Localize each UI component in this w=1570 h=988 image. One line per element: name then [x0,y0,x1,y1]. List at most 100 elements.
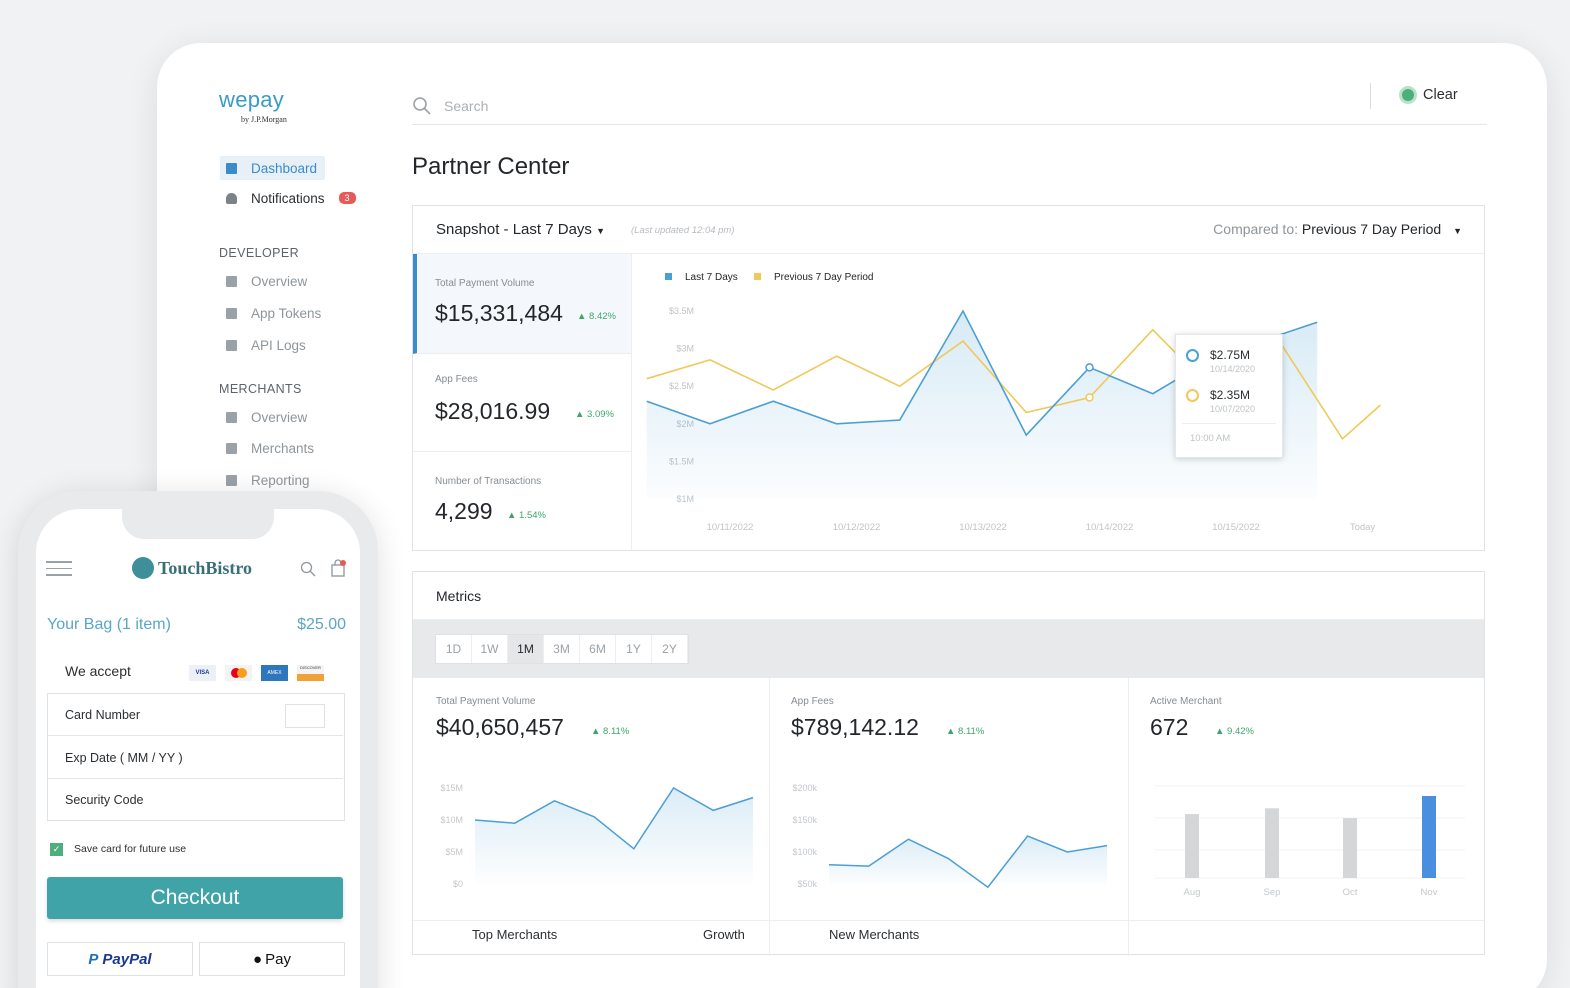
series-area [475,788,753,884]
chevron-down-icon: ▼ [596,226,606,236]
clear-label: Clear [1423,87,1458,103]
y-tick-label: $0 [453,879,463,889]
metric-change-value: 8.11% [603,726,630,737]
card-number-label: Card Number [65,707,141,722]
kpi-change-value: 1.54% [519,510,546,521]
store-icon [226,442,237,454]
tab-1m[interactable]: 1M [508,635,544,663]
tooltip-date-current: 10/14/2020 [1210,364,1256,374]
tpv-mini-chart: $15M $10M $5M $0 [440,783,754,889]
metric-label: App Fees [791,696,834,707]
sidebar-item-label: App Tokens [251,305,322,321]
header-divider [1370,83,1371,109]
checkout-button[interactable]: Checkout [47,877,343,919]
growth-link[interactable]: Growth [703,927,745,942]
apple-icon: ● [253,950,263,968]
shopping-bag-icon[interactable] [330,559,346,577]
y-tick-label: $3.5M [669,306,694,316]
metrics-footer-divider [413,920,1484,921]
amex-icon: AMEX [261,665,288,681]
kpi-app-fees[interactable]: App Fees $28,016.99 ▲ 3.09% [413,354,631,452]
security-code-field[interactable]: Security Code [47,779,343,821]
touchbistro-logo-icon [132,557,154,579]
search-icon [412,96,432,116]
search-icon[interactable] [300,561,316,577]
card-number-field[interactable]: Card Number [47,694,343,736]
tooltip-value-previous: $2.35M [1210,388,1251,402]
bag-total: $25.00 [297,616,346,633]
x-tick-label: 10/15/2022 [1212,522,1260,533]
bell-icon [226,192,237,204]
exp-date-field[interactable]: Exp Date ( MM / YY ) [47,737,343,779]
snapshot-period-dropdown[interactable]: Snapshot - Last 7 Days ▼ [436,221,605,238]
card-placeholder-icon [285,704,325,728]
metric-change: ▲ 9.42% [1215,726,1254,737]
snapshot-line-chart: Last 7 Days Previous 7 Day Period $3.5M $3M… [646,272,1381,533]
visa-icon: VISA [189,665,216,681]
report-icon [226,474,237,486]
save-card-checkbox[interactable]: ✓ [50,843,63,856]
notifications-badge: 3 [338,192,356,204]
hover-point-current [1085,363,1094,372]
paypal-button[interactable]: P PayPal [47,942,193,976]
kpi-change-value: 3.09% [587,409,614,420]
discover-icon: DISCOVER [297,665,324,681]
tab-2y[interactable]: 2Y [652,635,688,663]
top-merchants-link[interactable]: Top Merchants [472,927,558,942]
bag-label: Your Bag (1 item) [47,616,171,633]
compared-prefix: Compared to: [1213,221,1298,237]
paypal-icon: P [88,950,99,968]
clear-button[interactable]: Clear [1399,86,1458,104]
series-marker-icon [1186,349,1199,362]
sidebar-item-app-tokens[interactable]: App Tokens [226,301,321,325]
tab-6m[interactable]: 6M [580,635,616,663]
sidebar-item-reporting[interactable]: Reporting [226,468,310,492]
metric-change-value: 8.11% [958,726,985,737]
kpi-total-payment-volume[interactable]: Total Payment Volume $15,331,484 ▲ 8.42% [413,254,631,354]
y-tick-label: $100k [792,847,817,857]
grid-icon [226,275,237,287]
sidebar-item-developer-overview[interactable]: Overview [226,269,307,293]
new-merchants-link[interactable]: New Merchants [829,927,920,942]
bar [1185,814,1199,878]
kpi-label: Total Payment Volume [435,278,535,289]
hamburger-menu-icon[interactable] [46,561,72,576]
series-marker-icon [1186,389,1199,402]
compare-period-dropdown[interactable]: Compared to: Previous 7 Day Period ▼ [1213,221,1462,237]
tab-3m[interactable]: 3M [544,635,580,663]
kpi-change: ▲ 8.42% [577,311,616,322]
kpi-label: Number of Transactions [435,476,542,487]
tab-1y[interactable]: 1Y [616,635,652,663]
kpi-label: App Fees [435,374,478,385]
snapshot-title: Snapshot - Last 7 Days [436,221,592,238]
sidebar-item-merchants-overview[interactable]: Overview [226,405,307,429]
x-tick-label: 10/13/2022 [959,522,1007,533]
hover-point-previous [1085,393,1094,402]
tab-1w[interactable]: 1W [472,635,508,663]
apple-pay-button[interactable]: ● Pay [199,942,345,976]
sidebar-item-notifications[interactable]: Notifications 3 [226,186,356,210]
legend-swatch [754,273,761,280]
metric-change-value: 9.42% [1227,726,1254,737]
touchbistro-logo: TouchBistro [158,558,253,578]
sidebar-item-api-logs[interactable]: API Logs [226,333,306,357]
wepay-logo: wepay [219,87,285,112]
series-line [474,787,754,850]
kpi-change: ▲ 3.09% [575,409,614,420]
search-input[interactable] [444,97,744,114]
merchants-section-title: MERCHANTS [219,382,302,396]
metrics-card: Metrics 1D 1W 1M 3M 6M 1Y 2Y Total Payment Vol… [412,571,1485,956]
tooltip-date-previous: 10/07/2020 [1210,404,1256,414]
apple-pay-label: Pay [265,950,291,968]
series-area [646,311,1318,499]
y-tick-label: $2.5M [669,381,694,391]
tab-1d[interactable]: 1D [436,635,472,663]
sidebar-item-merchants[interactable]: Merchants [226,436,314,460]
tooltip-value-current: $2.75M [1210,348,1251,362]
kpi-transactions[interactable]: Number of Transactions 4,299 ▲ 1.54% [413,452,631,550]
sidebar-item-label: Merchants [251,440,315,456]
metric-divider [769,678,770,956]
sidebar-item-dashboard[interactable]: Dashboard [220,156,326,180]
metric-value: $789,142.12 [791,714,919,740]
bar [1343,818,1357,878]
